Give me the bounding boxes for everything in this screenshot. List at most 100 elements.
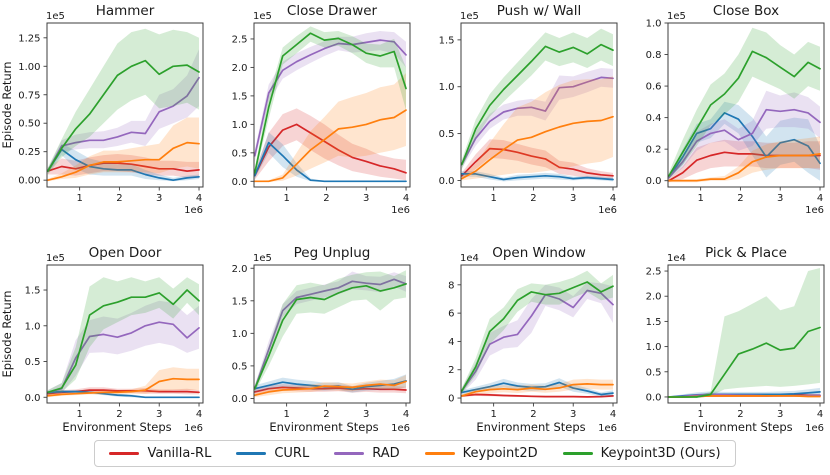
y-tick-label: 0.0: [25, 393, 41, 404]
x-tick-label: 3: [156, 193, 162, 204]
series-line-keypoint2d: [254, 380, 407, 397]
series-band-keypoint3d-ours-: [254, 270, 406, 392]
y-tick-label: 1.0: [232, 120, 248, 131]
x-tick-label: 4: [196, 409, 202, 420]
series-band-rad: [461, 282, 613, 394]
legend-item-vanilla-rl: Vanilla-RL: [109, 446, 211, 461]
series-band-keypoint2d: [47, 117, 199, 182]
legend-line-swatch: [424, 452, 455, 455]
series-band-keypoint2d: [254, 73, 406, 182]
legend-label: Keypoint2D: [462, 446, 538, 461]
x-axis-label: Environment Steps: [62, 420, 171, 434]
plot-border: [46, 22, 204, 188]
chart-hammer: Hammer 1e5 0.00 0.25 0.50 0.75 1.00 1.25 1 2 3 41e6…: [1, 3, 204, 216]
y-tick-label: 0.5: [439, 129, 455, 140]
x-tick-label: 4: [196, 193, 202, 204]
y-tick-label: 0.5: [25, 357, 41, 368]
series-line-keypoint2d: [668, 153, 821, 182]
series-line-rad: [47, 76, 200, 172]
y-scale-label: 1e5: [253, 11, 272, 22]
series-line-vanilla-rl: [461, 147, 614, 177]
series-band-curl: [668, 101, 820, 181]
y-axis-label: Episode Return: [1, 291, 14, 378]
series-line-vanilla-rl: [254, 386, 407, 393]
y-scale-label: 1e5: [253, 253, 272, 264]
series-line-keypoint3d-ours-: [47, 289, 200, 394]
plot-border: [253, 264, 411, 404]
x-tick-label: 3: [777, 193, 783, 204]
series-band-keypoint2d: [668, 136, 820, 183]
chart-title: Push w/ Wall: [497, 3, 581, 19]
y-tick-label: 1.5: [646, 317, 662, 328]
series-band-rad: [47, 300, 199, 395]
x-axis-label: Environment Steps: [269, 420, 378, 434]
series-band-curl: [47, 143, 199, 182]
y-scale-label: 1e4: [460, 253, 479, 264]
series-band-keypoint2d: [47, 367, 199, 398]
series-line-keypoint3d-ours-: [668, 50, 821, 177]
x-tick-label: 2: [737, 193, 743, 204]
series-line-keypoint2d: [47, 377, 200, 397]
x-tick-label: 1: [76, 409, 82, 420]
series-band-rad: [47, 49, 199, 174]
x-tick-label: 3: [156, 409, 162, 420]
x-scale-label: 1e6: [184, 423, 203, 434]
series-line-keypoint3d-ours-: [47, 59, 200, 172]
series-line-vanilla-rl: [461, 393, 614, 398]
series-line-keypoint3d-ours-: [461, 43, 614, 166]
series-line-keypoint2d: [47, 141, 200, 182]
x-tick-label: 1: [490, 193, 496, 204]
series-band-vanilla-rl: [668, 139, 820, 183]
series-band-curl: [254, 374, 406, 393]
series-line-rad: [47, 321, 200, 394]
x-tick-label: 3: [363, 193, 369, 204]
y-tick-label: 0.0: [439, 176, 455, 187]
x-scale-label: 1e6: [391, 423, 410, 434]
legend-label: RAD: [372, 446, 400, 461]
x-tick-label: 4: [817, 409, 823, 420]
series-line-curl: [47, 390, 200, 399]
chart-pick-place: Pick & Place 1e4 0.0 0.5 1.0 1.5 2.0 2.5 1 2 3 4 Env…: [646, 245, 825, 434]
series-line-curl: [461, 381, 614, 396]
x-scale-label: 1e6: [391, 205, 410, 216]
legend-item-keypoint2d: Keypoint2D: [424, 446, 538, 461]
x-tick-label: 2: [530, 193, 536, 204]
x-scale-label: 1e6: [598, 205, 617, 216]
y-scale-label: 1e5: [667, 11, 686, 22]
series-line-curl: [47, 148, 200, 182]
y-tick-label: 0.4: [646, 113, 662, 124]
legend-item-rad: RAD: [334, 446, 400, 461]
series-band-keypoint3d-ours-: [47, 277, 199, 395]
series-line-curl: [254, 141, 407, 183]
series-line-keypoint2d: [254, 109, 407, 183]
chart-title: Close Drawer: [287, 3, 378, 19]
legend-label: CURL: [274, 446, 310, 461]
y-tick-label: 8: [448, 280, 454, 291]
y-tick-label: 2: [448, 365, 454, 376]
x-tick-label: 3: [570, 409, 576, 420]
y-tick-label: 0.0: [232, 394, 248, 405]
y-tick-label: 1.5: [232, 296, 248, 307]
chart-title: Open Door: [89, 245, 162, 261]
plot-border: [460, 22, 618, 188]
legend-item-curl: CURL: [236, 446, 309, 461]
x-scale-label: 1e6: [598, 423, 617, 434]
legend-label: Vanilla-RL: [147, 446, 212, 461]
x-tick-label: 4: [610, 193, 616, 204]
legend-item-keypoint3d: Keypoint3D (Ours): [562, 446, 721, 461]
series-line-vanilla-rl: [47, 162, 200, 172]
series-line-rad: [461, 76, 614, 166]
x-tick-label: 3: [777, 409, 783, 420]
x-tick-label: 4: [610, 409, 616, 420]
series-line-keypoint3d-ours-: [254, 283, 407, 390]
chart-title: Pick & Place: [705, 245, 787, 261]
y-tick-label: 0.00: [18, 176, 40, 187]
y-tick-label: 1.0: [232, 329, 248, 340]
series-band-keypoint3d-ours-: [668, 268, 820, 398]
y-axis-label: Episode Return: [1, 62, 14, 149]
x-tick-label: 2: [116, 193, 122, 204]
